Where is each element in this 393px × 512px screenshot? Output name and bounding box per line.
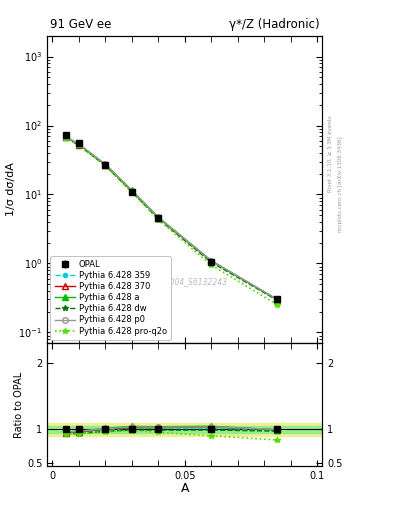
Pythia 6.428 dw [77, 142, 81, 148]
Pythia 6.428 a [77, 141, 81, 147]
Pythia 6.428 dw [129, 189, 134, 195]
Pythia 6.428 dw [209, 259, 213, 265]
Pythia 6.428 370 [156, 215, 161, 221]
Bar [47, 423, 322, 436]
Pythia 6.428 a [129, 187, 134, 194]
Pythia 6.428 a [209, 258, 213, 264]
Pythia 6.428 a [275, 296, 280, 303]
Pythia 6.428 359 [103, 162, 108, 168]
Pythia 6.428 pro-q2o [129, 189, 134, 195]
X-axis label: A: A [180, 482, 189, 495]
Pythia 6.428 370 [129, 188, 134, 194]
Pythia 6.428 p0 [103, 161, 108, 167]
Pythia 6.428 a [63, 134, 68, 140]
Pythia 6.428 359 [275, 297, 280, 303]
Pythia 6.428 p0 [129, 187, 134, 194]
Pythia 6.428 p0 [209, 258, 213, 264]
Pythia 6.428 370 [103, 162, 108, 168]
Pythia 6.428 pro-q2o [63, 135, 68, 141]
Pythia 6.428 370 [209, 258, 213, 264]
Y-axis label: 1/σ dσ/dA: 1/σ dσ/dA [6, 162, 16, 217]
Line: Pythia 6.428 a: Pythia 6.428 a [63, 134, 280, 303]
Pythia 6.428 a [103, 161, 108, 167]
Pythia 6.428 359 [63, 134, 68, 140]
Bar [47, 426, 322, 433]
Pythia 6.428 359 [156, 215, 161, 221]
Pythia 6.428 pro-q2o [156, 217, 161, 223]
Pythia 6.428 pro-q2o [209, 262, 213, 268]
Pythia 6.428 a [156, 214, 161, 220]
Text: OPAL_2004_S6132243: OPAL_2004_S6132243 [142, 277, 228, 286]
Pythia 6.428 359 [129, 188, 134, 194]
Pythia 6.428 p0 [77, 141, 81, 147]
Pythia 6.428 p0 [275, 296, 280, 303]
Pythia 6.428 370 [77, 141, 81, 147]
Pythia 6.428 359 [77, 142, 81, 148]
Line: Pythia 6.428 370: Pythia 6.428 370 [63, 134, 280, 303]
Y-axis label: Ratio to OPAL: Ratio to OPAL [14, 371, 24, 438]
Text: mcplots.cern.ch [arXiv:1306.3436]: mcplots.cern.ch [arXiv:1306.3436] [338, 137, 343, 232]
Pythia 6.428 370 [63, 134, 68, 140]
Text: 91 GeV ee: 91 GeV ee [50, 18, 111, 31]
Pythia 6.428 dw [275, 297, 280, 303]
Text: Rivet 3.1.10, ≥ 3.3M events: Rivet 3.1.10, ≥ 3.3M events [328, 115, 333, 192]
Line: Pythia 6.428 pro-q2o: Pythia 6.428 pro-q2o [63, 135, 280, 308]
Pythia 6.428 370 [275, 296, 280, 303]
Legend: OPAL, Pythia 6.428 359, Pythia 6.428 370, Pythia 6.428 a, Pythia 6.428 dw, Pythi: OPAL, Pythia 6.428 359, Pythia 6.428 370… [50, 256, 171, 339]
Pythia 6.428 pro-q2o [103, 163, 108, 169]
Pythia 6.428 p0 [156, 215, 161, 221]
Pythia 6.428 pro-q2o [77, 142, 81, 148]
Pythia 6.428 dw [156, 216, 161, 222]
Pythia 6.428 359 [209, 259, 213, 265]
Pythia 6.428 p0 [63, 134, 68, 140]
Line: Pythia 6.428 dw: Pythia 6.428 dw [63, 135, 280, 303]
Line: Pythia 6.428 359: Pythia 6.428 359 [64, 135, 279, 302]
Pythia 6.428 dw [103, 163, 108, 169]
Text: γ*/Z (Hadronic): γ*/Z (Hadronic) [229, 18, 320, 31]
Line: Pythia 6.428 p0: Pythia 6.428 p0 [63, 134, 280, 302]
Pythia 6.428 dw [63, 135, 68, 141]
Pythia 6.428 pro-q2o [275, 302, 280, 308]
